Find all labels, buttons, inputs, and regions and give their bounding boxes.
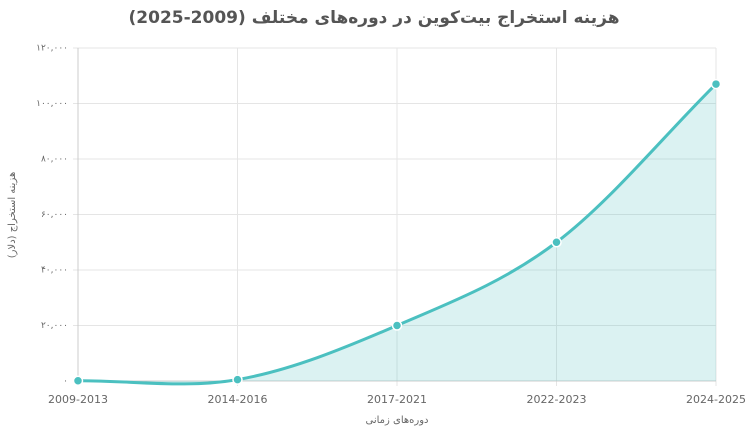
x-tick-label: 2017-2021 — [367, 393, 427, 406]
x-tick-label: 2022-2023 — [527, 393, 587, 406]
y-tick-label: ۱۲۰,۰۰۰ — [36, 44, 68, 54]
x-tick-label: 2014-2016 — [208, 393, 268, 406]
y-tick-label: ۶۰,۰۰۰ — [41, 210, 68, 220]
y-axis-title: هزینه استخراج (دلار) — [7, 172, 18, 258]
y-tick-label: ۸۰,۰۰۰ — [41, 155, 68, 165]
y-tick-label: ۱۰۰,۰۰۰ — [36, 99, 68, 109]
point — [232, 374, 243, 385]
chart-title: هزینه استخراج بیت‌کوین در دوره‌های مختلف… — [129, 8, 620, 28]
point — [551, 237, 562, 248]
area — [78, 84, 716, 384]
x-axis-title: دوره‌های زمانی — [365, 415, 428, 426]
point — [710, 78, 722, 90]
y-tick-label: ۲۰,۰۰۰ — [41, 321, 68, 331]
y-tick-label: ۴۰,۰۰۰ — [41, 266, 68, 276]
point — [391, 320, 403, 331]
point — [72, 375, 84, 386]
x-tick-label: 2009-2013 — [48, 393, 108, 406]
line — [77, 83, 718, 386]
y-tick-label: ۰ — [63, 377, 68, 387]
x-tick-label: 2024-2025 — [686, 393, 746, 406]
